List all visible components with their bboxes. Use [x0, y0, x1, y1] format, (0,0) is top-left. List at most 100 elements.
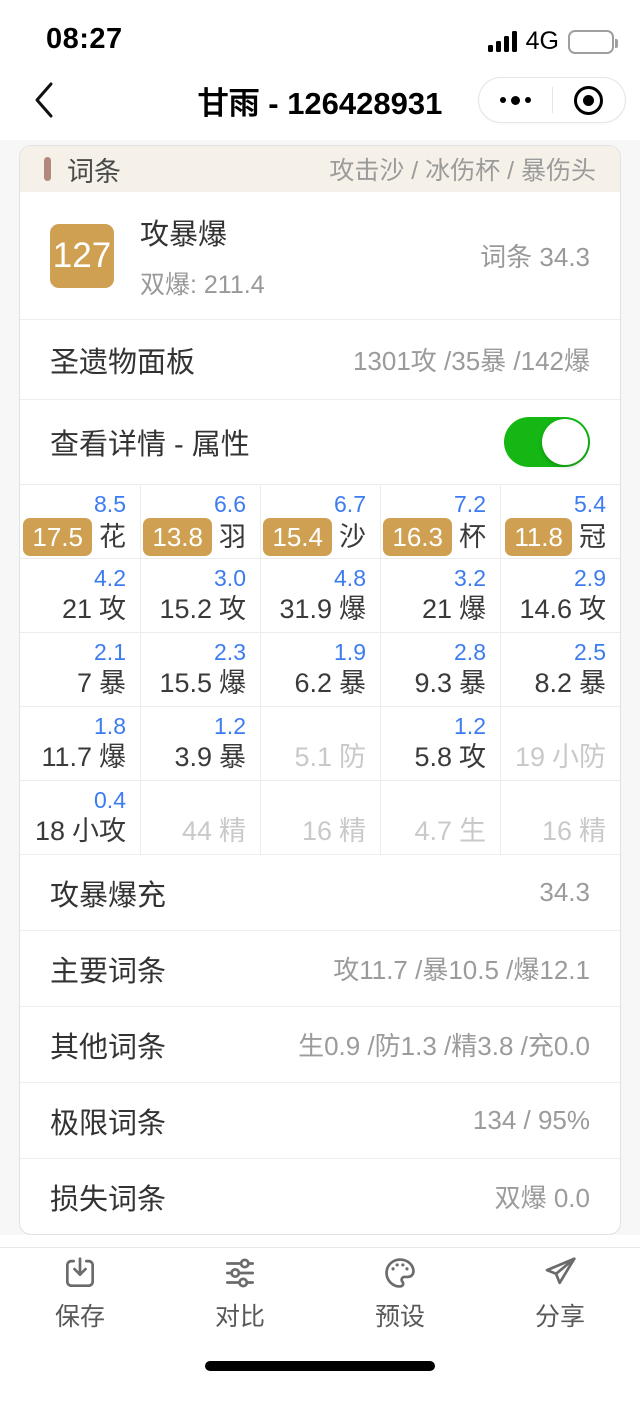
cell-value: 5.8	[414, 742, 452, 772]
summary-value: 生0.9 /防1.3 /精3.8 /充0.0	[298, 1031, 590, 1061]
cell-roll-quality	[261, 712, 366, 740]
grid-cell: 4.7 生	[380, 780, 500, 854]
cell-stat-label: 攻	[579, 594, 606, 624]
grid-cell: 44 精	[140, 780, 260, 854]
summary-value: 34.3	[539, 877, 590, 907]
cell-roll-quality	[381, 786, 486, 814]
grid-cell: 2.9 14.6 攻	[500, 558, 620, 632]
cell-value: 15.2	[159, 594, 212, 624]
cell-stat-label: 精	[219, 816, 246, 846]
cell-roll-quality: 6.7	[334, 491, 366, 517]
grid-cell: 4.8 31.9 爆	[260, 558, 380, 632]
home-indicator-area	[0, 1361, 640, 1407]
cell-value: 11.7	[41, 742, 92, 772]
grid-cell: 6.6 13.8 羽	[140, 484, 260, 558]
tab-preset[interactable]: 预设	[320, 1248, 480, 1339]
cell-roll-quality: 4.8	[334, 565, 366, 591]
cell-stat-label: 小攻	[72, 816, 126, 846]
cell-roll-quality: 2.3	[214, 639, 246, 665]
back-button[interactable]	[22, 78, 66, 122]
circle-dot-icon	[574, 85, 604, 115]
artifact-panel-row: 圣遗物面板 1301攻 /35暴 /142爆	[20, 320, 620, 400]
cell-roll-quality: 2.9	[574, 565, 606, 591]
more-button[interactable]	[479, 78, 552, 122]
cell-score-badge: 13.8	[143, 518, 212, 556]
panel-value: 1301攻 /35暴 /142爆	[352, 346, 590, 376]
grid-cell: 1.9 6.2 暴	[260, 632, 380, 706]
cell-value: 19	[514, 742, 545, 772]
cell-value: 3.9	[174, 742, 212, 772]
cell-roll-quality	[501, 712, 606, 740]
grid-cell: 0.4 18 小攻	[20, 780, 140, 854]
cell-value: 18	[34, 816, 65, 846]
cell-roll-quality: 2.8	[454, 639, 486, 665]
cell-value: 8.2	[534, 668, 572, 698]
cell-roll-quality: 7.2	[454, 491, 486, 517]
summary-row: 极限词条 134 / 95%	[20, 1082, 620, 1158]
cell-stat-label: 爆	[99, 742, 126, 772]
summary-label: 攻暴爆充	[50, 879, 167, 912]
detail-toggle-row: 查看详情 - 属性	[20, 400, 620, 484]
detail-toggle-switch[interactable]	[504, 417, 590, 467]
nav-bar: 甘雨 - 126428931	[0, 60, 640, 140]
summary-row: 主要词条 攻11.7 /暴10.5 /爆12.1	[20, 930, 620, 1006]
close-minimize-button[interactable]	[553, 78, 626, 122]
palette-icon	[381, 1254, 419, 1292]
grid-cell: 2.8 9.3 暴	[380, 632, 500, 706]
card-header: 词条 攻击沙 / 冰伤杯 / 暴伤头	[20, 146, 620, 192]
cell-roll-quality	[501, 786, 606, 814]
cell-roll-quality: 5.4	[574, 491, 606, 517]
cell-stat-label: 攻	[219, 594, 246, 624]
capsule-divider	[551, 87, 553, 113]
cell-score-badge: 15.4	[263, 518, 332, 556]
cell-stat-label: 花	[99, 522, 126, 552]
grid-cell: 5.4 11.8 冠	[500, 484, 620, 558]
tab-save[interactable]: 保存	[0, 1248, 160, 1339]
summary-label: 损失词条	[50, 1183, 167, 1216]
cell-stat-label: 暴	[579, 668, 606, 698]
summary-row: 攻暴爆充 34.3	[20, 854, 620, 930]
clock: 08:27	[46, 23, 123, 55]
section-marker	[44, 157, 51, 181]
grid-cell: 1.2 5.8 攻	[380, 706, 500, 780]
tab-compare[interactable]: 对比	[160, 1248, 320, 1339]
cell-stat-label: 羽	[219, 522, 246, 552]
summary-label: 其他词条	[50, 1031, 167, 1064]
tab-share-label: 分享	[534, 1303, 585, 1331]
cell-stat-label: 攻	[459, 742, 486, 772]
cell-stat-label: 防	[339, 742, 366, 772]
cell-stat-label: 爆	[339, 594, 366, 624]
cell-stat-label: 冠	[579, 522, 606, 552]
page-content: 词条 攻击沙 / 冰伤杯 / 暴伤头 127 攻暴爆 双爆: 211.4 词条 …	[0, 140, 640, 1235]
grid-cell: 19 小防	[500, 706, 620, 780]
summary-value: 134 / 95%	[472, 1105, 590, 1135]
cell-stat-label: 生	[459, 816, 486, 846]
grid-cell: 16 精	[500, 780, 620, 854]
cell-stat-label: 攻	[99, 594, 126, 624]
share-icon	[541, 1254, 579, 1292]
cell-roll-quality: 2.1	[94, 639, 126, 665]
page-title: 甘雨 - 126428931	[197, 85, 443, 121]
grid-cell: 5.1 防	[260, 706, 380, 780]
cell-stat-label: 暴	[219, 742, 246, 772]
home-indicator[interactable]	[205, 1361, 435, 1371]
tab-save-label: 保存	[54, 1303, 105, 1331]
build-name: 攻暴爆	[140, 218, 228, 251]
summary-row: 其他词条 生0.9 /防1.3 /精3.8 /充0.0	[20, 1006, 620, 1082]
cell-stat-label: 暴	[99, 668, 126, 698]
crit-sum-label: 双爆: 211.4	[140, 270, 265, 299]
tab-share[interactable]: 分享	[480, 1248, 640, 1339]
summary-section: 攻暴爆充 34.3 主要词条 攻11.7 /暴10.5 /爆12.1 其他词条 生0.9 …	[20, 854, 620, 1234]
cell-roll-quality: 6.6	[214, 491, 246, 517]
cell-stat-label: 精	[339, 816, 366, 846]
more-dots-icon	[499, 95, 531, 105]
score-build-block: 攻暴爆 双爆: 211.4	[140, 211, 265, 301]
chevron-left-icon	[35, 82, 53, 118]
stats-card: 词条 攻击沙 / 冰伤杯 / 暴伤头 127 攻暴爆 双爆: 211.4 词条 …	[19, 145, 621, 1235]
cell-roll-quality: 8.5	[94, 491, 126, 517]
cell-score-badge: 16.3	[383, 518, 452, 556]
cell-roll-quality: 1.2	[214, 713, 246, 739]
cell-stat-label: 精	[579, 816, 606, 846]
cell-roll-quality: 2.5	[574, 639, 606, 665]
cell-value: 31.9	[279, 594, 332, 624]
